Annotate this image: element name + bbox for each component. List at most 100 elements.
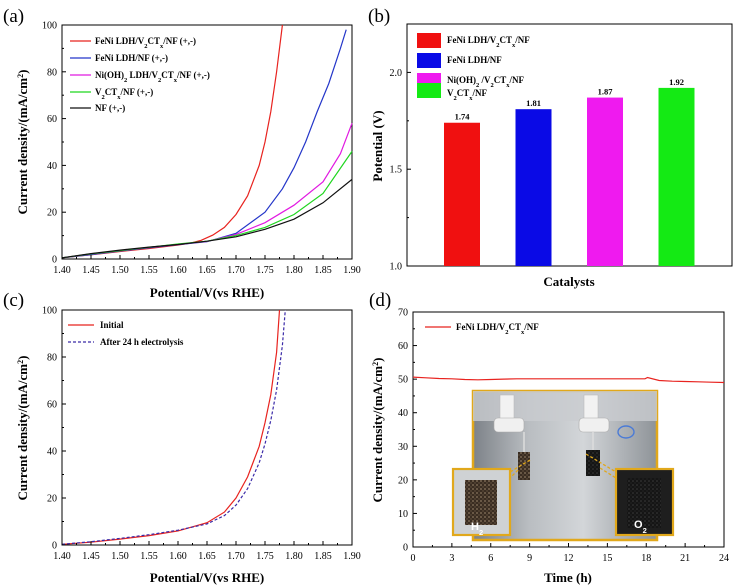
x-tick-label: 1.60 xyxy=(169,551,187,562)
panel-b-chart: (b) 1.74 1.81 1.87 1.92 1.0 1.5 2.0 Catalysts… xyxy=(368,6,733,289)
y-tick-label: 1.0 xyxy=(390,262,403,273)
panel-b-x-axis-label: Catalysts xyxy=(543,274,594,289)
bar-value-label: 1.87 xyxy=(598,87,614,97)
y-tick-label: 40 xyxy=(47,161,57,172)
legend-label-bar-nioh2-v2ctx-nf: Ni(OH)2 /V2CTx/NF xyxy=(447,75,525,89)
y-tick-label: 1.5 xyxy=(390,165,403,176)
panel-d-series-group xyxy=(412,376,725,384)
panel-b-bars-group: 1.74 1.81 1.87 1.92 xyxy=(444,77,695,267)
anode-foam xyxy=(586,450,600,476)
panel-c-series-group xyxy=(61,309,286,545)
panel-b-label: (b) xyxy=(368,6,390,27)
panel-c-y-axis-label: Current density/(mA/cm2) xyxy=(15,356,30,501)
series-line-nf xyxy=(61,178,353,259)
panel-d-label: (d) xyxy=(369,290,391,311)
y-tick-label: 100 xyxy=(42,21,57,32)
bar-feni-ldh-nf xyxy=(515,109,552,267)
legend-label-feni-ldh-v2ctx-nf: FeNi LDH/V2CTx/NF (+,-) xyxy=(95,36,196,50)
bar-value-label: 1.92 xyxy=(669,77,684,87)
electrolysis-photo-inset: H2 O2 xyxy=(451,389,675,542)
y-tick-label: 80 xyxy=(47,67,57,78)
y-tick-label: 20 xyxy=(398,475,408,486)
panel-d-chart: (d) 0 3 6 9 12 15 18 21 24 0 10 20 30 40 50 60 70 Time … xyxy=(369,290,729,585)
x-tick-label: 1.45 xyxy=(82,551,100,562)
y-tick-label: 2.0 xyxy=(390,68,403,79)
series-line-feni-ldh-v2ctx-nf xyxy=(412,376,725,384)
panel-c-chart: (c) 1.40 1.45 1.50 1.55 1.60 1.65 1.70 1.75 1.80… xyxy=(3,290,361,585)
panel-c-label: (c) xyxy=(3,290,24,311)
bar-value-label: 1.81 xyxy=(526,98,541,108)
bar-v2ctx-nf xyxy=(658,87,695,266)
y-tick-label: 60 xyxy=(47,114,57,125)
panel-d-legend: FeNi LDH/V2CTx/NF xyxy=(425,322,539,336)
x-tick-label: 1.90 xyxy=(343,551,361,562)
x-tick-label: 1.85 xyxy=(314,265,332,276)
x-tick-label: 1.50 xyxy=(111,551,129,562)
x-tick-label: 18 xyxy=(641,553,651,564)
y-tick-label: 40 xyxy=(47,447,57,458)
y-tick-label: 100 xyxy=(42,306,57,317)
panel-b-y-axis-label: Potential (V) xyxy=(370,110,385,181)
y-tick-label: 80 xyxy=(47,353,57,364)
legend-label-feni-ldh-nf: FeNi LDH/NF (+,-) xyxy=(95,53,168,63)
x-tick-label: 1.65 xyxy=(198,265,216,276)
x-tick-label: 6 xyxy=(488,553,493,564)
y-tick-label: 60 xyxy=(47,400,57,411)
panel-c-x-ticks: 1.40 1.45 1.50 1.55 1.60 1.65 1.70 1.75 1.80 1.85… xyxy=(53,541,361,562)
legend-label-bar-feni-ldh-v2ctx-nf: FeNi LDH/V2CTx/NF xyxy=(447,35,530,49)
x-tick-label: 1.45 xyxy=(82,265,100,276)
legend-swatch-bar-v2ctx-nf xyxy=(417,83,441,98)
panel-a-series-group xyxy=(61,24,353,259)
panel-a-chart: (a) 1.40 1.45 1.50 1.55 1.60 1.65 1.70 1.75 1.80… xyxy=(3,6,361,300)
panel-d-y-ticks: 0 10 20 30 40 50 60 70 xyxy=(398,308,417,554)
legend-label-feni-ldh-v2ctx-nf-stability: FeNi LDH/V2CTx/NF xyxy=(456,322,539,336)
y-tick-label: 0 xyxy=(52,541,57,552)
x-tick-label: 1.60 xyxy=(169,265,187,276)
legend-swatch-bar-feni-ldh-v2ctx-nf xyxy=(417,33,441,48)
y-tick-label: 0 xyxy=(52,255,57,266)
panel-b-y-ticks: 1.0 1.5 2.0 xyxy=(390,23,411,273)
panel-a-legend: FeNi LDH/V2CTx/NF (+,-) FeNi LDH/NF (+,-… xyxy=(70,36,210,113)
panel-a-y-axis-label: Current density/(mA/cm2) xyxy=(15,70,30,215)
x-tick-label: 1.85 xyxy=(314,551,332,562)
x-tick-label: 1.80 xyxy=(285,551,303,562)
x-tick-label: 21 xyxy=(680,553,690,564)
legend-label-bar-v2ctx-nf: V2CTx/NF xyxy=(447,88,488,102)
y-tick-label: 20 xyxy=(47,494,57,505)
y-tick-label: 40 xyxy=(398,408,408,419)
legend-label-initial: Initial xyxy=(100,320,124,330)
x-tick-label: 12 xyxy=(564,553,574,564)
x-tick-label: 15 xyxy=(602,553,612,564)
panel-c-y-ticks: 0 20 40 60 80 100 xyxy=(42,306,66,552)
panel-a-y-ticks: 0 20 40 60 80 100 xyxy=(42,21,66,266)
x-tick-label: 1.80 xyxy=(285,265,303,276)
y-tick-label: 30 xyxy=(398,442,408,453)
panel-a-x-ticks: 1.40 1.45 1.50 1.55 1.60 1.65 1.70 1.75 1.80 1.85… xyxy=(53,255,361,276)
y-tick-label: 50 xyxy=(398,375,408,386)
y-tick-label: 20 xyxy=(47,208,57,219)
x-tick-label: 9 xyxy=(527,553,532,564)
legend-label-nioh2-v2ctx-nf: Ni(OH)2 LDH/V2CTx/NF (+,-) xyxy=(95,70,210,84)
cathode-foam xyxy=(518,452,530,480)
bar-value-label: 1.74 xyxy=(455,112,471,122)
panel-a-x-axis-label: Potential/V(vs RHE) xyxy=(150,285,264,300)
panel-c-legend: Initial After 24 h electrolysis xyxy=(68,320,184,347)
panel-d-x-axis-label: Time (h) xyxy=(544,570,592,585)
panel-b-legend: FeNi LDH/V2CTx/NF FeNi LDH/NF Ni(OH)2 /V… xyxy=(417,33,530,102)
x-tick-label: 1.70 xyxy=(227,265,245,276)
y-tick-label: 10 xyxy=(398,509,408,520)
x-tick-label: 24 xyxy=(719,553,729,564)
x-tick-label: 1.75 xyxy=(256,551,274,562)
x-tick-label: 1.70 xyxy=(227,551,245,562)
bar-ni-oh-2-v2ctx-nf xyxy=(587,97,623,267)
legend-label-v2ctx-nf: V2CTx/NF (+,-) xyxy=(95,87,153,101)
x-tick-label: 1.55 xyxy=(140,265,158,276)
panel-b-frame xyxy=(406,23,733,267)
x-tick-label: 1.90 xyxy=(343,265,361,276)
x-tick-label: 1.55 xyxy=(140,551,158,562)
legend-label-bar-feni-ldh-nf: FeNi LDH/NF xyxy=(447,55,502,65)
x-tick-label: 1.75 xyxy=(256,265,274,276)
series-line-feni-ldh-nf xyxy=(61,29,347,259)
panel-d-y-axis-label: Current density/(mA/cm2) xyxy=(370,358,385,503)
